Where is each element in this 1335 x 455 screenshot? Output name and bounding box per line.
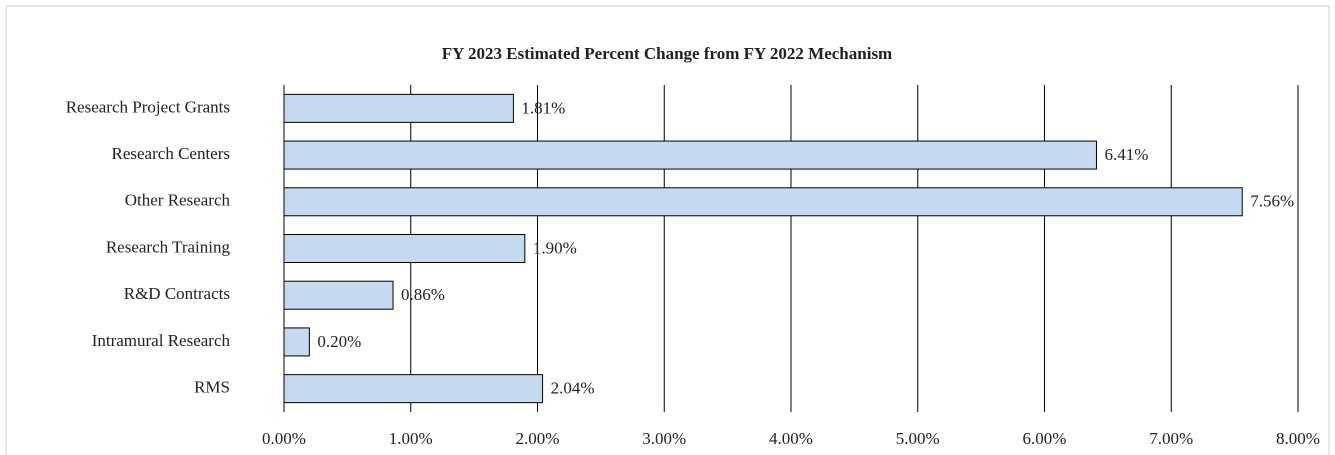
chart-border bbox=[5, 5, 1330, 455]
x-tick-label: 5.00% bbox=[896, 429, 940, 448]
y-tick-label: Research Training bbox=[106, 237, 231, 256]
y-tick-label: Intramural Research bbox=[92, 331, 231, 350]
x-tick-label: 3.00% bbox=[642, 429, 686, 448]
bar bbox=[283, 187, 1243, 217]
data-label: 0.86% bbox=[401, 285, 445, 304]
x-tick-label: 7.00% bbox=[1149, 429, 1193, 448]
x-tick-label: 8.00% bbox=[1276, 429, 1320, 448]
data-label: 1.90% bbox=[533, 238, 577, 257]
x-tick-label: 4.00% bbox=[769, 429, 813, 448]
bar bbox=[283, 140, 1097, 170]
y-tick-label: Research Centers bbox=[112, 144, 230, 163]
y-tick-label: Research Project Grants bbox=[66, 97, 230, 116]
y-tick-label: R&D Contracts bbox=[124, 284, 230, 303]
data-label: 6.41% bbox=[1104, 145, 1148, 164]
bar bbox=[283, 280, 394, 310]
y-tick-label: Other Research bbox=[125, 191, 231, 210]
data-label: 2.04% bbox=[551, 379, 595, 398]
x-tick-label: 6.00% bbox=[1023, 429, 1067, 448]
data-label: 1.81% bbox=[521, 98, 565, 117]
bar bbox=[283, 93, 514, 123]
data-label: 7.56% bbox=[1250, 192, 1294, 211]
bar bbox=[283, 327, 310, 357]
bar bbox=[283, 234, 526, 263]
x-tick-label: 0.00% bbox=[262, 429, 306, 448]
bar bbox=[283, 374, 544, 404]
y-tick-label: RMS bbox=[194, 378, 230, 397]
chart-title: FY 2023 Estimated Percent Change from FY… bbox=[442, 44, 892, 63]
data-label: 0.20% bbox=[317, 332, 361, 351]
x-tick-label: 1.00% bbox=[389, 429, 433, 448]
x-tick-label: 2.00% bbox=[516, 429, 560, 448]
